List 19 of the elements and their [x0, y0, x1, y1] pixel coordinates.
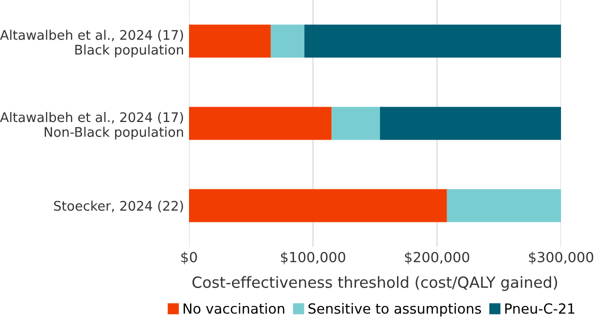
bar	[189, 106, 332, 140]
x-tick-label: $100,000	[281, 252, 346, 264]
bar	[446, 189, 561, 222]
x-tick-label: $0	[181, 252, 197, 264]
legend-label: Sensitive to assumptions	[308, 303, 482, 316]
bar	[380, 106, 561, 140]
bar	[189, 189, 447, 222]
x-axis-title: Cost-effectiveness threshold (cost/QALY gained)	[192, 276, 558, 291]
legend-label: No vaccination	[184, 303, 284, 314]
x-tick-label: $200,000	[405, 252, 470, 264]
y-tick-label: Altawalbeh et al., 2024 (17) Non-Black population	[0, 112, 184, 140]
bar	[332, 106, 380, 140]
y-tick-label: Altawalbeh et al., 2024 (17) Black population	[0, 30, 184, 58]
bar	[304, 24, 561, 58]
bar	[189, 24, 271, 58]
legend-label: Pneu-C-21	[505, 303, 574, 314]
y-tick-label: Stoecker, 2024 (22)	[54, 200, 184, 212]
x-tick-label: $300,000	[529, 252, 594, 264]
bar	[270, 24, 304, 58]
